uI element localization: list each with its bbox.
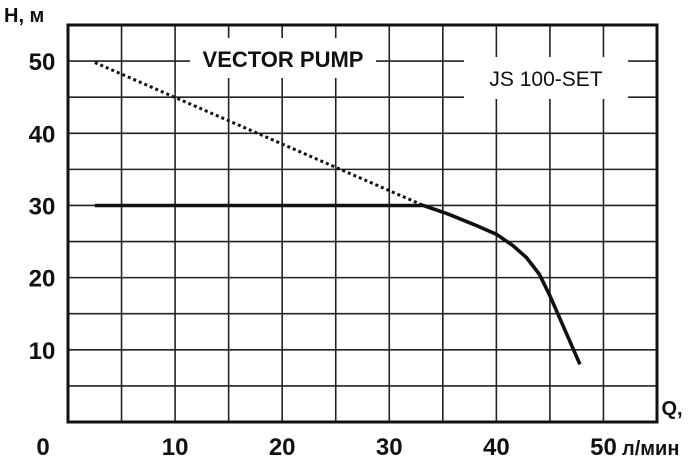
y-tick-label: 20 bbox=[29, 266, 56, 293]
x-tick-label: 30 bbox=[376, 434, 403, 461]
chart-frame bbox=[66, 23, 659, 424]
y-tick-label: 30 bbox=[29, 193, 56, 220]
x-axis-label-unit: л/мин bbox=[622, 438, 679, 460]
chart-series-group bbox=[94, 61, 582, 366]
x-tick-label: 50 bbox=[590, 434, 617, 461]
y-tick-label: 10 bbox=[29, 338, 56, 365]
x-tick-label: 10 bbox=[162, 434, 189, 461]
y-tick-label: 50 bbox=[29, 49, 56, 76]
y-tick-label: 40 bbox=[29, 121, 56, 148]
y-axis-label: H, м bbox=[4, 5, 44, 27]
x-tick-label: 40 bbox=[483, 434, 510, 461]
model-box: JS 100-SET bbox=[464, 57, 628, 99]
x-tick-labels: 0 10 20 30 40 50 bbox=[36, 434, 616, 461]
title-box: VECTOR PUMP bbox=[190, 38, 376, 78]
x-tick-label: 20 bbox=[269, 434, 296, 461]
chart-title: VECTOR PUMP bbox=[203, 47, 364, 72]
model-box-bg bbox=[464, 57, 628, 99]
x-tick-label: 0 bbox=[36, 434, 49, 461]
series-line-solid bbox=[94, 203, 582, 366]
model-label: JS 100-SET bbox=[489, 68, 602, 91]
title-box-bg bbox=[190, 38, 376, 78]
y-tick-labels: 10 20 30 40 50 bbox=[29, 49, 56, 365]
x-axis-label-letter: Q, bbox=[661, 398, 682, 420]
